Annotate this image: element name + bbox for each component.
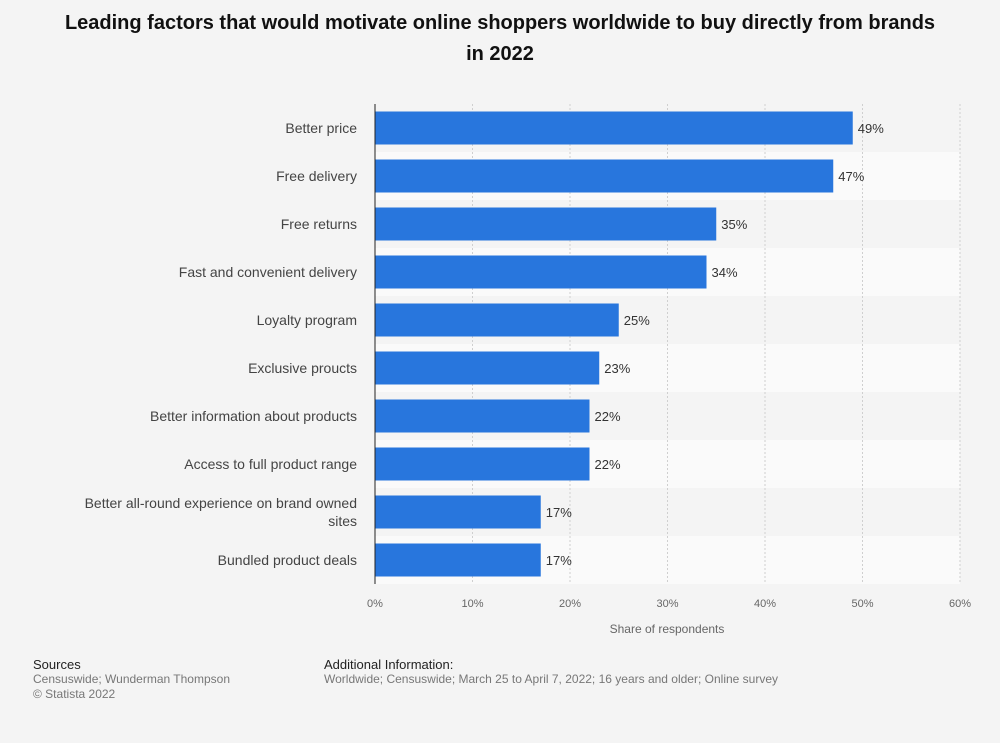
category-label: Free returns <box>281 216 357 232</box>
bar-value-label: 25% <box>624 313 650 328</box>
bar[interactable] <box>375 399 590 433</box>
x-tick-label: 10% <box>461 598 483 610</box>
x-tick-label: 60% <box>949 598 971 610</box>
bar-value-label: 49% <box>858 121 884 136</box>
additional-info-block: Additional Information: Worldwide; Censu… <box>324 657 778 687</box>
bar[interactable] <box>375 543 541 577</box>
sources-line-1: Censuswide; Wunderman Thompson <box>33 672 230 686</box>
bar-value-label: 22% <box>595 409 621 424</box>
x-axis-label: Share of respondents <box>610 622 725 636</box>
bar-value-label: 22% <box>595 457 621 472</box>
category-label: sites <box>328 513 357 529</box>
category-label: Bundled product deals <box>218 552 357 568</box>
bar-value-label: 17% <box>546 505 572 520</box>
x-tick-label: 50% <box>851 598 873 610</box>
bar[interactable] <box>375 159 834 193</box>
bar-value-label: 35% <box>721 217 747 232</box>
x-tick-label: 0% <box>367 598 383 610</box>
bar[interactable] <box>375 495 541 529</box>
bar-value-label: 34% <box>712 265 738 280</box>
bar[interactable] <box>375 447 590 481</box>
sources-heading: Sources <box>33 657 81 672</box>
bar-value-label: 23% <box>604 361 630 376</box>
category-label: Better price <box>285 120 357 136</box>
bar[interactable] <box>375 255 707 289</box>
category-label: Loyalty program <box>257 312 357 328</box>
x-tick-label: 30% <box>656 598 678 610</box>
category-label: Free delivery <box>276 168 357 184</box>
additional-info-heading: Additional Information: <box>324 657 454 672</box>
bar-value-label: 47% <box>838 169 864 184</box>
category-label: Fast and convenient delivery <box>179 264 357 280</box>
sources-block: Sources Censuswide; Wunderman Thompson ©… <box>33 657 230 702</box>
category-label: Access to full product range <box>184 456 357 472</box>
additional-info-text: Worldwide; Censuswide; March 25 to April… <box>324 672 779 686</box>
chart-title: Leading factors that would motivate onli… <box>64 12 936 65</box>
category-label: Better information about products <box>150 408 357 424</box>
category-label: Better all-round experience on brand own… <box>85 495 357 511</box>
sources-line-2: © Statista 2022 <box>33 687 116 701</box>
bar[interactable] <box>375 207 717 241</box>
bar[interactable] <box>375 351 600 385</box>
bar-value-label: 17% <box>546 553 572 568</box>
bar[interactable] <box>375 303 619 337</box>
bar[interactable] <box>375 111 853 145</box>
x-tick-label: 20% <box>559 598 581 610</box>
category-label: Exclusive proucts <box>248 360 357 376</box>
x-tick-label: 40% <box>754 598 776 610</box>
